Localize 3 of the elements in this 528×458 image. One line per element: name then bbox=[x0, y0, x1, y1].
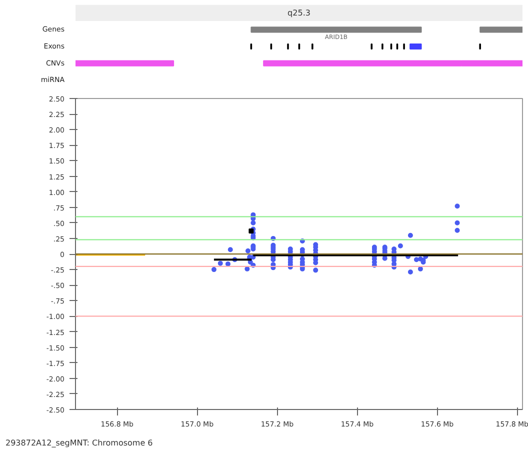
data-label: q25.3 bbox=[288, 8, 310, 18]
text: 293872A12_segMNT: Chromosome 6 bbox=[6, 438, 153, 448]
bar bbox=[410, 43, 422, 50]
